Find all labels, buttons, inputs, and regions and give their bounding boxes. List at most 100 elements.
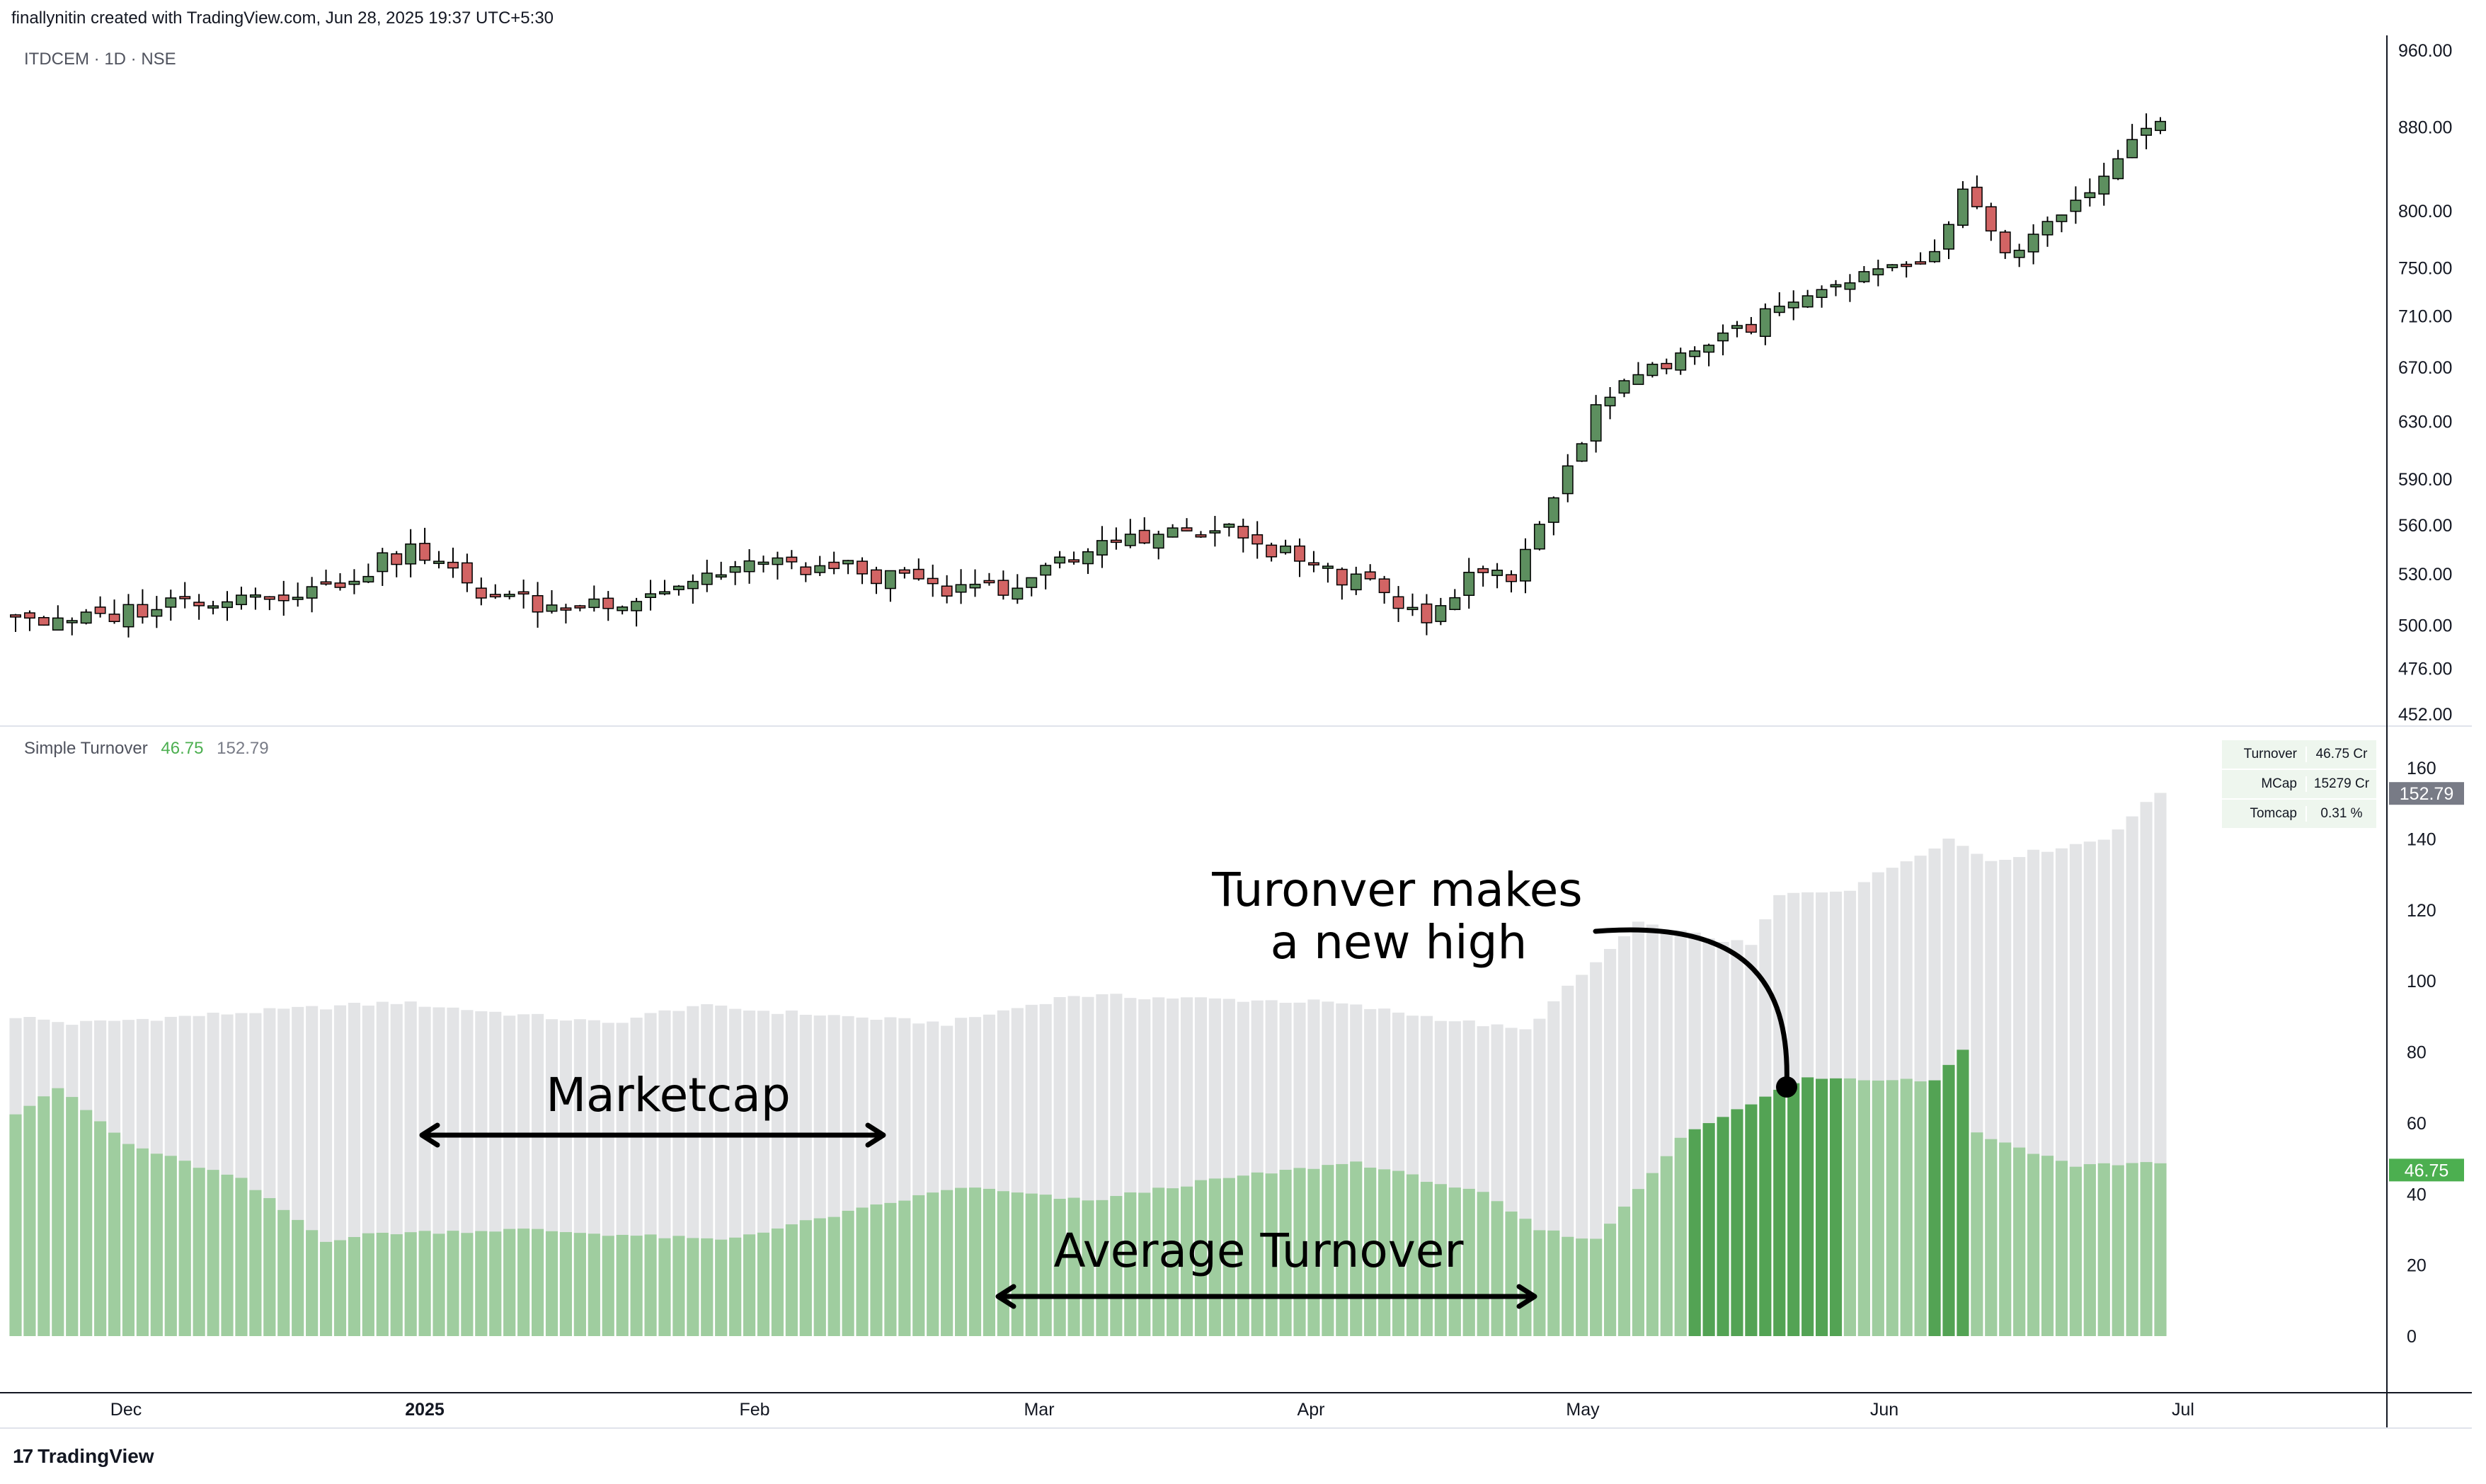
turnover-bar: [644, 1234, 657, 1336]
turnover-bar: [1576, 1238, 1588, 1336]
candle-body: [983, 580, 995, 584]
average-turnover-arrow-head-right: [1516, 1284, 1537, 1309]
candle-body: [235, 594, 247, 606]
candle-body: [348, 580, 360, 585]
candle-body: [23, 612, 35, 619]
candle-body: [1026, 577, 1038, 588]
candle-body: [362, 575, 374, 583]
candle-body: [1181, 527, 1193, 531]
turnover-bar: [122, 1144, 135, 1336]
turnover-bar: [1674, 1137, 1687, 1336]
turnover-bar: [955, 1187, 968, 1336]
candle-body: [1491, 569, 1503, 576]
turnover-bar: [715, 1239, 728, 1336]
candle-body: [306, 586, 318, 599]
candle-body: [1237, 526, 1249, 539]
turnover-bar: [249, 1190, 262, 1336]
turnover-bar: [856, 1207, 869, 1336]
candle-body: [52, 617, 64, 631]
turnover-bar: [1082, 1200, 1094, 1336]
candle-body: [419, 543, 431, 561]
turnover-bar: [588, 1233, 600, 1336]
turnover-bar: [813, 1218, 826, 1336]
indicator-value-turnover: 46.75: [161, 739, 204, 758]
indicator-legend[interactable]: Simple Turnover 46.75 152.79: [24, 739, 269, 759]
price-tick-label: 750.00: [2398, 258, 2452, 278]
candle-body: [1407, 606, 1419, 611]
turnover-bar: [1745, 1104, 1758, 1336]
turnover-bar: [1053, 1199, 1066, 1336]
turnover-bar: [573, 1233, 586, 1336]
turnover-bar: [178, 1161, 191, 1336]
candle-body: [1167, 527, 1179, 538]
candle-body: [701, 573, 713, 585]
turnover-bar: [870, 1204, 883, 1336]
price-tick-label: 670.00: [2398, 358, 2452, 378]
turnover-bar: [1886, 1080, 1898, 1336]
volume-tick-label: 0: [2407, 1327, 2417, 1347]
candle-body: [871, 569, 882, 585]
candle-body: [1562, 465, 1574, 495]
turnover-bar: [348, 1237, 360, 1336]
symbol-line[interactable]: ITDCEM · 1D · NSE: [24, 50, 176, 69]
turnover-bar: [1448, 1187, 1461, 1336]
candle-body: [1068, 559, 1080, 563]
turnover-bar: [1519, 1219, 1532, 1336]
turnover-bar: [80, 1110, 93, 1336]
turnover-bar: [2112, 1165, 2124, 1336]
candle-body: [729, 566, 741, 573]
candle-body: [898, 569, 910, 574]
candle-body: [743, 560, 755, 573]
candle-body: [461, 562, 473, 584]
candle-body: [292, 597, 304, 600]
turnover-bar: [1702, 1123, 1715, 1336]
candle-body: [574, 605, 586, 609]
price-tick-label: 630.00: [2398, 413, 2452, 432]
candle-body: [1533, 524, 1545, 550]
candle-body: [249, 594, 261, 598]
turnover-bar: [333, 1240, 347, 1336]
turnover-bar: [1646, 1173, 1659, 1336]
marketcap-annotation: Marketcap: [546, 1068, 791, 1122]
turnover-bar: [1350, 1161, 1363, 1336]
candle-body: [1012, 587, 1024, 600]
volume-tick-label: 60: [2407, 1114, 2427, 1134]
turnover-bar: [630, 1236, 643, 1336]
turnover-bar: [743, 1234, 756, 1336]
marketcap-arrow-head-right: [865, 1122, 886, 1148]
turnover-bar: [701, 1238, 714, 1336]
turnover-bar: [503, 1229, 516, 1336]
turnover-bar: [418, 1231, 431, 1336]
info-row-turnover: Turnover 46.75 Cr: [2222, 740, 2376, 770]
candle-body: [912, 568, 924, 580]
turnover-bar: [1322, 1165, 1334, 1336]
candle-body: [1844, 282, 1856, 290]
tradingview-logo[interactable]: 17 TradingView: [13, 1445, 154, 1468]
info-label: Turnover: [2243, 747, 2297, 761]
price-tick-label: 476.00: [2398, 660, 2452, 679]
candle-body: [1886, 264, 1898, 268]
turnover-bar: [2027, 1154, 2040, 1336]
candle-body: [1138, 529, 1150, 543]
volume-tick-label: 80: [2407, 1043, 2427, 1063]
turnover-bar: [1816, 1079, 1828, 1336]
candle-body: [1195, 534, 1207, 538]
candle-body: [602, 597, 614, 609]
turnover-bar: [1857, 1080, 1870, 1336]
turnover-bar: [687, 1238, 699, 1336]
turnover-bar: [2140, 1162, 2153, 1336]
turnover-bar: [1152, 1187, 1165, 1336]
turnover-bar: [1124, 1192, 1137, 1336]
candle-body: [1421, 603, 1433, 623]
candle-body: [1096, 540, 1108, 556]
candle-body: [1040, 565, 1052, 576]
candle-body: [814, 565, 826, 573]
last-turnover-label: 46.75: [2405, 1161, 2449, 1180]
candle-body: [1477, 568, 1489, 573]
turnover-bar: [559, 1232, 573, 1336]
candle-body: [1124, 534, 1136, 546]
turnover-bar: [136, 1148, 149, 1336]
candle-body: [1392, 596, 1404, 609]
turnover-bar: [2041, 1156, 2054, 1336]
